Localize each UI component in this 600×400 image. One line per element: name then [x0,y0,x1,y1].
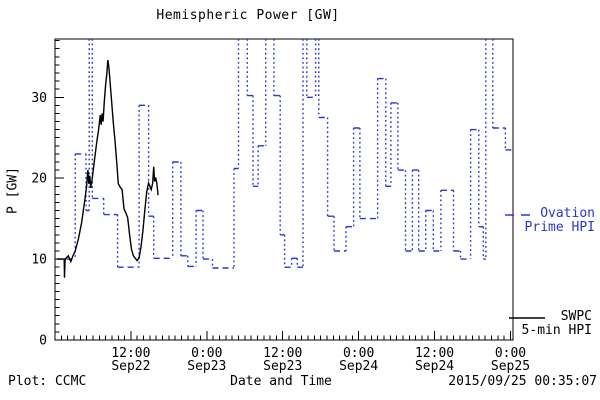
legend-ovation-label-line1: Ovation [540,206,595,221]
svg-text:20: 20 [31,172,47,187]
svg-text:10: 10 [31,253,47,268]
svg-text:0:00: 0:00 [343,346,374,361]
swpc-series-line [56,59,159,278]
legend-swpc-label-line2: 5-min HPI [521,323,592,338]
plot-credit: Plot: CCMC [8,374,87,389]
svg-text:Sep23: Sep23 [187,359,226,374]
svg-text:12:00: 12:00 [111,346,150,361]
y-axis-ticks [55,40,64,341]
svg-text:30: 30 [31,91,47,106]
y-axis-label: P [GW] [5,167,21,214]
footer: Plot: CCMC Date and Time 2015/09/25 00:3… [0,374,600,392]
legend-line-samples [505,214,545,319]
x-axis-tick-labels: 12:00Sep220:00Sep2312:00Sep230:00Sep2412… [111,346,530,374]
y-axis-tick-labels: 0 10 20 30 [31,91,47,349]
plot-timestamp: 2015/09/25 00:35:07 [448,374,597,389]
legend-swpc-label-line1: SWPC [560,309,592,324]
svg-text:12:00: 12:00 [415,346,454,361]
svg-text:Sep23: Sep23 [263,359,302,374]
ovation-series-line [56,39,513,269]
x-axis-label: Date and Time [230,374,332,389]
svg-text:0: 0 [39,334,47,349]
svg-text:0:00: 0:00 [191,346,222,361]
svg-text:Sep24: Sep24 [339,359,378,374]
svg-text:12:00: 12:00 [263,346,302,361]
svg-text:Sep25: Sep25 [491,359,530,374]
legend-ovation-label-line2: Prime HPI [524,220,595,235]
svg-text:Sep24: Sep24 [415,359,454,374]
legend-ovation: Ovation Prime HPI [455,207,595,235]
axis-frame [54,38,514,341]
x-axis-ticks [60,331,511,340]
legend-swpc: SWPC 5-min HPI [452,310,592,338]
chart-title: Hemispheric Power [GW] [156,8,340,23]
svg-text:Sep22: Sep22 [111,359,150,374]
svg-text:0:00: 0:00 [495,346,526,361]
